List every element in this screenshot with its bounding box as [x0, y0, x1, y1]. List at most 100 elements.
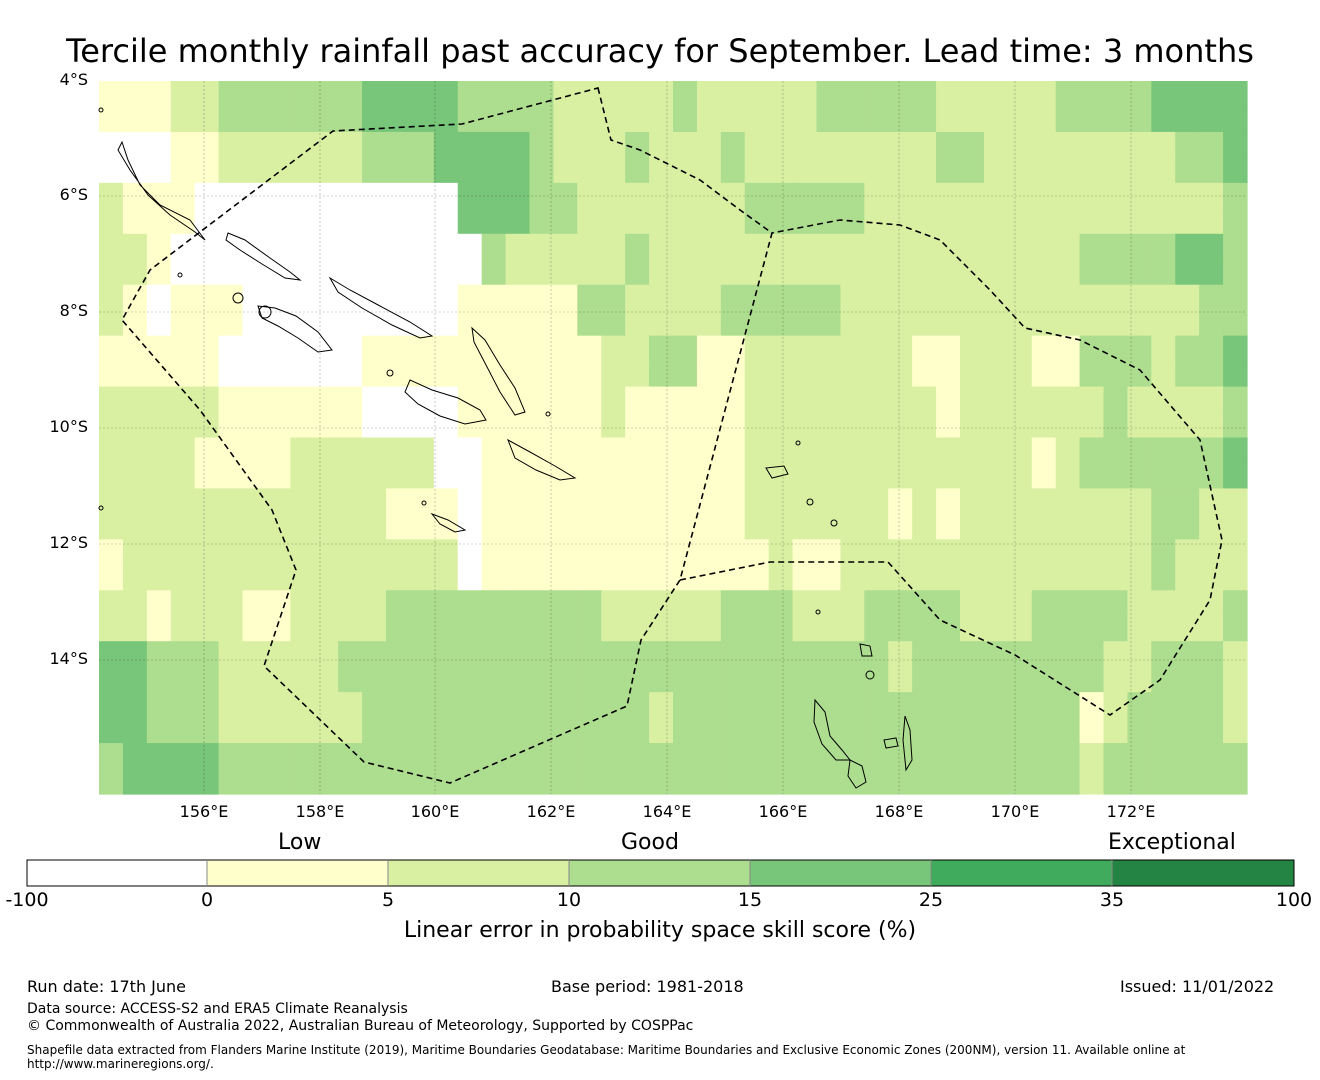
grid-cell [266, 666, 291, 693]
grid-cell [1223, 717, 1248, 744]
small-island [386, 369, 394, 377]
grid-cell [409, 310, 435, 337]
grid-cell [577, 208, 602, 235]
grid-cell [720, 717, 746, 744]
grid-cell [1007, 666, 1033, 693]
grid-cell [816, 182, 842, 209]
grid-cell [266, 437, 291, 464]
grid-cell [170, 539, 196, 566]
grid-cell [1031, 106, 1057, 133]
grid-cell [529, 513, 555, 540]
pentecost-island [902, 715, 913, 772]
grid-cell [1151, 412, 1176, 439]
grid-cell [529, 182, 555, 209]
grid-cell [170, 666, 196, 693]
grid-cell [1007, 692, 1033, 719]
grid-cell [386, 590, 411, 617]
grid-cell [386, 488, 411, 515]
grid-cell [481, 743, 507, 770]
grid-cell [409, 717, 435, 744]
grid-cell [553, 641, 578, 668]
grid-cell [1151, 335, 1176, 362]
grid-cell [505, 131, 531, 158]
grid-cell [314, 412, 339, 439]
grid-cell [1079, 513, 1105, 540]
grid-cell [338, 641, 363, 668]
grid-cell [696, 437, 722, 464]
grid-cell [1007, 615, 1033, 642]
grid-cell [362, 615, 387, 642]
grid-cell [1151, 233, 1176, 260]
grid-cell [696, 131, 722, 158]
grid-cell [99, 437, 124, 464]
grid-cell [1103, 641, 1129, 668]
grid-cell [99, 462, 124, 490]
grid-cell [1223, 335, 1248, 362]
grid-cell [242, 692, 268, 719]
grid-cell [1199, 768, 1224, 795]
grid-cell [840, 564, 865, 591]
grid-cell [888, 157, 913, 184]
grid-cell [386, 182, 411, 209]
grid-cell [529, 233, 555, 260]
grid-cell [792, 717, 818, 744]
grid-cell [696, 717, 722, 744]
grid-cell [840, 81, 865, 108]
grid-cell [338, 768, 363, 795]
grid-cell [625, 564, 650, 591]
grid-cell [888, 513, 913, 540]
grid-cell [912, 106, 937, 133]
grid-cell [1199, 743, 1224, 770]
grid-cell [577, 717, 602, 744]
grid-cell [1055, 513, 1081, 540]
grid-cell [888, 131, 913, 158]
grid-cell [1199, 335, 1224, 362]
grid-cell [696, 157, 722, 184]
grid-cell [1079, 692, 1105, 719]
grid-cell [1199, 284, 1224, 311]
grid-cell [146, 335, 172, 362]
grid-cell [290, 488, 315, 515]
grid-cell [768, 768, 794, 795]
grid-cell [99, 743, 124, 770]
colorbar-tick: 35 [1099, 889, 1125, 911]
grid-cell [266, 182, 291, 209]
grid-cell [529, 106, 555, 133]
grid-cell [481, 692, 507, 719]
grid-cell [122, 157, 148, 184]
grid-cell [170, 361, 196, 388]
grid-cell [720, 386, 746, 413]
grid-cell [1175, 361, 1200, 388]
grid-cell [99, 717, 124, 744]
colorbar-tick: -100 [5, 889, 49, 911]
grid-cell [314, 437, 339, 464]
grid-cell [1031, 284, 1057, 311]
grid-cell [673, 81, 698, 108]
grid-cell [983, 437, 1009, 464]
grid-cell [529, 412, 555, 439]
colorbar-segment [1112, 860, 1294, 886]
grid-cell [242, 157, 268, 184]
grid-cell [386, 208, 411, 235]
grid-cell [768, 615, 794, 642]
grid-cell [983, 335, 1009, 362]
grid-cell [840, 488, 865, 515]
grid-cell [553, 335, 578, 362]
grid-cell [1031, 437, 1057, 464]
grid-cell [505, 768, 531, 795]
grid-cell [960, 692, 985, 719]
grid-cell [1223, 182, 1248, 209]
grid-cell [960, 717, 985, 744]
grid-cell [553, 157, 578, 184]
grid-cell [362, 437, 387, 464]
grid-cell [649, 208, 674, 235]
grid-cell [912, 131, 937, 158]
grid-cell [122, 590, 148, 617]
grid-cell [816, 259, 842, 286]
grid-cell [649, 717, 674, 744]
grid-cell [409, 233, 435, 260]
grid-cell [553, 564, 578, 591]
grid-cell [409, 208, 435, 235]
grid-cell [1031, 259, 1057, 286]
grid-cell [362, 157, 387, 184]
